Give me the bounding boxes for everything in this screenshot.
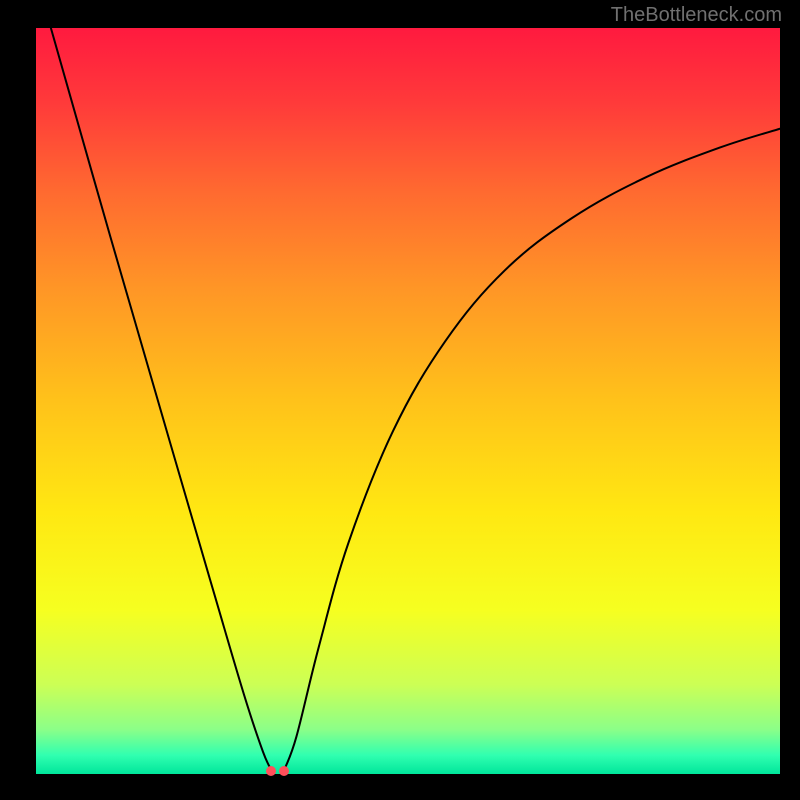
curve-left-branch xyxy=(51,28,272,771)
notch-marker-right xyxy=(279,766,289,776)
watermark-source: TheBottleneck.com xyxy=(611,4,782,27)
plot-area xyxy=(36,28,780,774)
curve-right-branch xyxy=(284,129,780,771)
chart-frame: TheBottleneck.com xyxy=(0,0,800,800)
notch-marker-left xyxy=(266,766,276,776)
curve-svg xyxy=(36,28,780,774)
